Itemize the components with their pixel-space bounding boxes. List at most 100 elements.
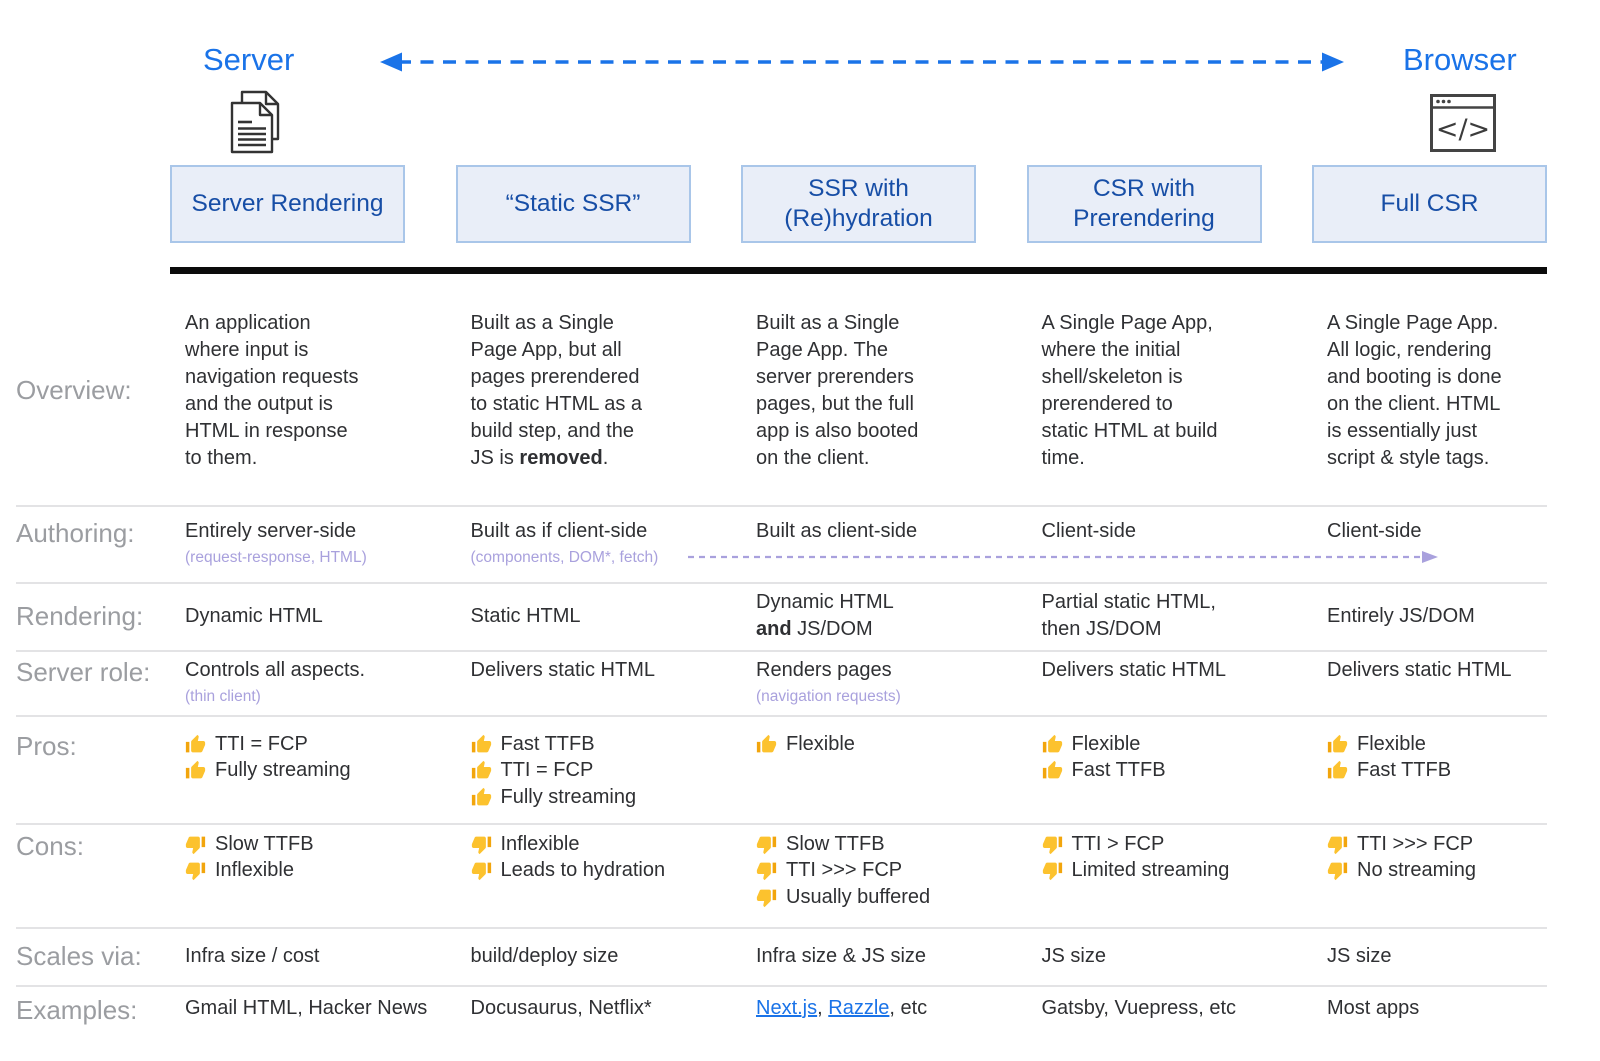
cell-content: Entirely JS/DOM (1327, 603, 1583, 630)
cell-overview-col5: A Single Page App. All logic, rendering an… (1312, 274, 1598, 505)
column-header-label: “Static SSR” (505, 190, 641, 217)
example-link[interactable]: Next.js (756, 997, 818, 1019)
cell-text-line: on the client. HTML (1327, 393, 1501, 415)
pro-item: Fully streaming (471, 784, 727, 811)
cell-examples-col2: Docusaurus, Netflix* (456, 985, 742, 1061)
browser-label: Browser (1403, 42, 1517, 77)
cell-text-line: HTML in response (185, 420, 348, 442)
cell-text-line: and booting is done (1327, 366, 1502, 388)
cell-text: JS size (1041, 944, 1106, 967)
row-label-overview: Overview: (16, 374, 132, 405)
thumb-up-icon (471, 761, 491, 779)
row-label-cons: Cons: (16, 831, 84, 861)
con-item: Slow TTFB (185, 831, 441, 858)
cell-examples-col3: Next.js, Razzle, etc (741, 985, 1027, 1061)
cell-text-line: server prerenders (756, 366, 914, 388)
cell-pros-col4: Flexible Fast TTFB (1027, 715, 1313, 823)
column-header-label: CSR with Prerendering (1073, 175, 1215, 232)
cell-text: Renders pages (756, 659, 892, 681)
column-headers: Server Rendering “Static SSR” SSR with (Re… (170, 165, 1548, 243)
cell-text: Delivers static HTML (470, 659, 655, 681)
cell-overview-col1: An application where input is navigation r… (170, 274, 456, 505)
row-label-pros: Pros: (16, 731, 77, 761)
cell-text: JS size (1327, 944, 1392, 967)
item-text: TTI >>> FCP (1357, 832, 1474, 855)
diagram-header: Server Browser (0, 0, 1600, 267)
table-row-authoring: Authoring: Entirely server-side (request-r… (0, 505, 1600, 582)
pro-item: Fast TTFB (471, 731, 727, 758)
cell-content: Flexible (756, 731, 1012, 758)
con-item: TTI > FCP (1042, 831, 1298, 858)
cell-overview-col4: A Single Page App, where the initial shell… (1027, 274, 1313, 505)
cell-text: Controls all aspects. (185, 659, 366, 681)
thumb-down-icon (471, 862, 491, 881)
cell-content: Most apps (1327, 995, 1583, 1022)
cell-text-segment: , etc (889, 997, 928, 1019)
cell-text-line: Built as a Single (756, 312, 900, 334)
thumb-up-icon (1042, 761, 1062, 779)
browser-window-icon: </> (1430, 94, 1496, 152)
cell-text: Built as client-side (756, 520, 918, 542)
thumb-up-icon (471, 734, 491, 753)
thumb-down-icon (1042, 862, 1062, 881)
cell-content: Flexible Fast TTFB (1042, 731, 1298, 784)
cell-scales-via-col3: Infra size & JS size (741, 943, 1027, 970)
cell-examples-col1: Gmail HTML, Hacker News (170, 985, 456, 1061)
cell-text-line: build step, and the (470, 420, 634, 442)
cell-pros-col3: Flexible (741, 715, 1027, 823)
con-item: TTI >>> FCP (756, 858, 1012, 885)
cell-text: Docusaurus, Netflix* (470, 997, 652, 1019)
cell-content: An application where input is navigation r… (185, 310, 441, 472)
cell-content: JS size (1042, 943, 1298, 970)
item-text: Flexible (786, 732, 855, 755)
cell-text-line: Partial static HTML, (1041, 591, 1216, 613)
cell-server-role-col1: Controls all aspects. (thin client) (170, 650, 456, 715)
column-header-1: Server Rendering (170, 165, 405, 243)
cell-text-line: to them. (185, 447, 258, 469)
con-item: Leads to hydration (471, 858, 727, 885)
cell-text-line: static HTML at build (1041, 420, 1218, 442)
cell-content: TTI > FCP Limited streaming (1042, 831, 1298, 884)
cell-cons-col2: Inflexible Leads to hydration (456, 823, 742, 927)
cell-pros-col2: Fast TTFB TTI = FCP Fully streaming (456, 715, 742, 823)
con-item: Inflexible (185, 858, 441, 885)
cell-text: Dynamic HTML (185, 604, 323, 627)
cell-text-line: is essentially just (1327, 420, 1478, 442)
cell-text-line: where input is (185, 339, 309, 361)
cell-content: build/deploy size (471, 943, 727, 970)
cell-rendering-col4: Partial static HTML, then JS/DOM (1027, 589, 1313, 643)
table-row-cons: Cons: Slow TTFB Inflexible Inflexible Leads … (0, 823, 1600, 927)
cell-content: Built as if client-side (471, 518, 727, 545)
row-label-rendering: Rendering: (16, 601, 144, 631)
thumb-down-icon (1327, 862, 1348, 881)
item-text: Inflexible (500, 832, 580, 855)
con-item: TTI >>> FCP (1327, 831, 1583, 858)
column-header-3: SSR with (Re)hydration (741, 165, 976, 243)
item-text: TTI >>> FCP (786, 859, 903, 882)
cell-text: Infra size & JS size (756, 944, 927, 967)
cell-text-line: app is also booted (756, 420, 919, 442)
cell-server-role-col2: Delivers static HTML (456, 650, 742, 715)
cell-content: A Single Page App, where the initial shell… (1042, 310, 1298, 472)
example-link[interactable]: Razzle (828, 997, 890, 1019)
cell-text-line: pages prerendered (470, 366, 640, 388)
cell-text-line: Dynamic HTML (756, 591, 894, 613)
cell-authoring-col4: Client-side (1027, 505, 1313, 582)
con-item: Inflexible (471, 831, 727, 858)
cell-rendering-col5: Entirely JS/DOM (1312, 603, 1598, 630)
cell-text-segment: , (817, 997, 829, 1019)
cell-content: Slow TTFB Inflexible (185, 831, 441, 884)
cell-content: Partial static HTML, then JS/DOM (1042, 589, 1298, 643)
cell-server-role-col5: Delivers static HTML (1312, 650, 1598, 715)
item-text: Usually buffered (786, 885, 931, 908)
pro-item: Flexible (1327, 731, 1583, 758)
pro-item: Fast TTFB (1042, 758, 1298, 785)
cell-content: TTI >>> FCP No streaming (1327, 831, 1583, 884)
cell-content: Built as a Single Page App, but all pages … (471, 310, 727, 472)
comparison-table: Overview: An application where input is nav… (0, 274, 1600, 1061)
cell-content: Delivers static HTML (1327, 657, 1583, 684)
column-header-label: Server Rendering (191, 190, 384, 217)
cell-subnote: (components, DOM*, fetch) (470, 549, 659, 566)
cell-text-line: An application (185, 312, 311, 334)
cell-content: Docusaurus, Netflix* (471, 995, 727, 1022)
